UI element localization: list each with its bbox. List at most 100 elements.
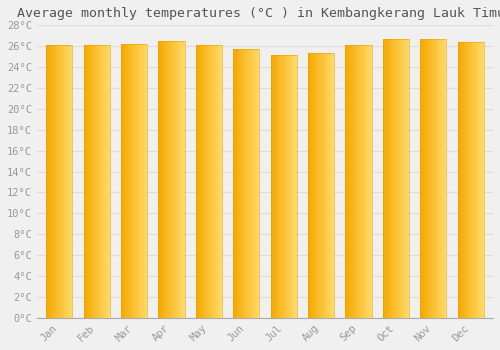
Bar [309,54,310,318]
Bar [95,45,96,318]
Bar [473,42,474,318]
Bar [66,45,67,318]
Bar [293,55,294,318]
Bar [233,49,234,318]
Bar [433,39,434,318]
Bar [206,45,207,318]
Bar [420,39,446,318]
Bar [270,55,296,318]
Bar [106,45,107,318]
Bar [198,45,199,318]
Bar [68,45,69,318]
Bar [209,45,210,318]
Bar [248,49,249,318]
Bar [401,39,402,318]
Bar [134,44,135,318]
Bar [478,42,480,318]
Bar [196,45,222,318]
Bar [109,45,110,318]
Bar [98,45,100,318]
Bar [276,55,278,318]
Bar [421,39,422,318]
Bar [270,55,272,318]
Bar [67,45,68,318]
Bar [48,45,49,318]
Bar [174,41,175,318]
Bar [234,49,235,318]
Bar [387,39,388,318]
Bar [129,44,130,318]
Bar [429,39,430,318]
Bar [360,45,361,318]
Bar [166,41,167,318]
Bar [480,42,481,318]
Bar [389,39,390,318]
Bar [458,42,483,318]
Bar [466,42,467,318]
Bar [476,42,478,318]
Bar [440,39,441,318]
Bar [246,49,247,318]
Bar [436,39,438,318]
Bar [438,39,440,318]
Bar [160,41,161,318]
Bar [278,55,280,318]
Bar [350,45,352,318]
Bar [88,45,89,318]
Bar [461,42,462,318]
Bar [280,55,281,318]
Bar [143,44,144,318]
Bar [324,54,326,318]
Bar [138,44,140,318]
Bar [216,45,218,318]
Bar [422,39,424,318]
Bar [406,39,407,318]
Bar [242,49,244,318]
Bar [468,42,469,318]
Bar [382,39,384,318]
Bar [364,45,366,318]
Bar [253,49,254,318]
Bar [388,39,389,318]
Bar [64,45,66,318]
Bar [133,44,134,318]
Bar [367,45,368,318]
Bar [128,44,129,318]
Bar [220,45,221,318]
Bar [47,45,48,318]
Bar [470,42,472,318]
Bar [101,45,102,318]
Bar [214,45,215,318]
Bar [384,39,386,318]
Bar [284,55,286,318]
Bar [283,55,284,318]
Bar [61,45,62,318]
Bar [349,45,350,318]
Bar [427,39,428,318]
Bar [366,45,367,318]
Bar [483,42,484,318]
Bar [282,55,283,318]
Bar [142,44,143,318]
Bar [202,45,203,318]
Bar [212,45,213,318]
Bar [407,39,408,318]
Bar [434,39,435,318]
Bar [346,45,347,318]
Bar [420,39,421,318]
Bar [218,45,220,318]
Bar [130,44,132,318]
Bar [135,44,136,318]
Bar [402,39,403,318]
Bar [102,45,104,318]
Bar [273,55,274,318]
Bar [356,45,358,318]
Bar [469,42,470,318]
Bar [322,54,323,318]
Bar [252,49,253,318]
Bar [474,42,475,318]
Bar [201,45,202,318]
Bar [482,42,483,318]
Bar [132,44,133,318]
Bar [122,44,124,318]
